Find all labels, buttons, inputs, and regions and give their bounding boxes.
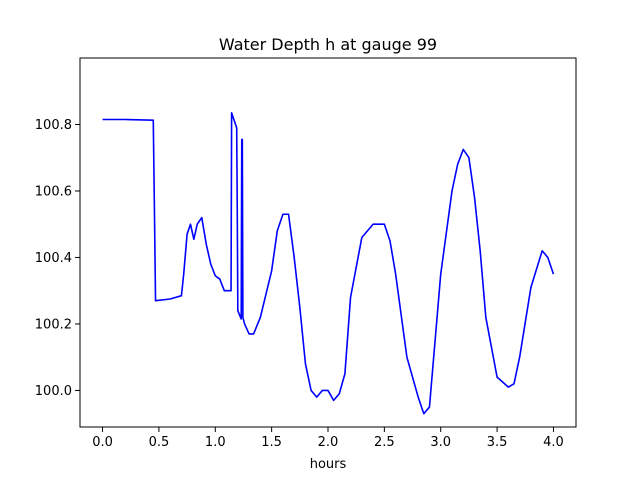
x-tick-label: 4.0: [543, 435, 564, 450]
x-tick-label: 3.0: [430, 435, 451, 450]
x-tick-label: 2.0: [318, 435, 339, 450]
y-axis-ticks: 100.0 100.2 100.4 100.6 100.8: [35, 118, 80, 399]
y-tick-label: 100.2: [35, 317, 72, 332]
x-tick-label: 0.0: [92, 435, 113, 450]
y-tick-label: 100.0: [35, 384, 72, 399]
y-tick-label: 100.4: [35, 251, 72, 266]
series-line: [102, 112, 555, 415]
x-axis-ticks: 0.0 0.5 1.0 1.5 2.0 2.5 3.0 3.5 4.0: [92, 427, 564, 450]
x-tick-label: 3.5: [487, 435, 508, 450]
y-tick-label: 100.8: [35, 118, 72, 133]
y-tick-label: 100.6: [35, 184, 72, 199]
x-axis-label: hours: [310, 457, 347, 472]
x-tick-label: 1.5: [261, 435, 282, 450]
x-tick-label: 0.5: [149, 435, 170, 450]
x-tick-label: 1.0: [205, 435, 226, 450]
plot-area: [80, 58, 576, 427]
x-tick-label: 2.5: [374, 435, 395, 450]
chart-title: Water Depth h at gauge 99: [219, 35, 437, 54]
